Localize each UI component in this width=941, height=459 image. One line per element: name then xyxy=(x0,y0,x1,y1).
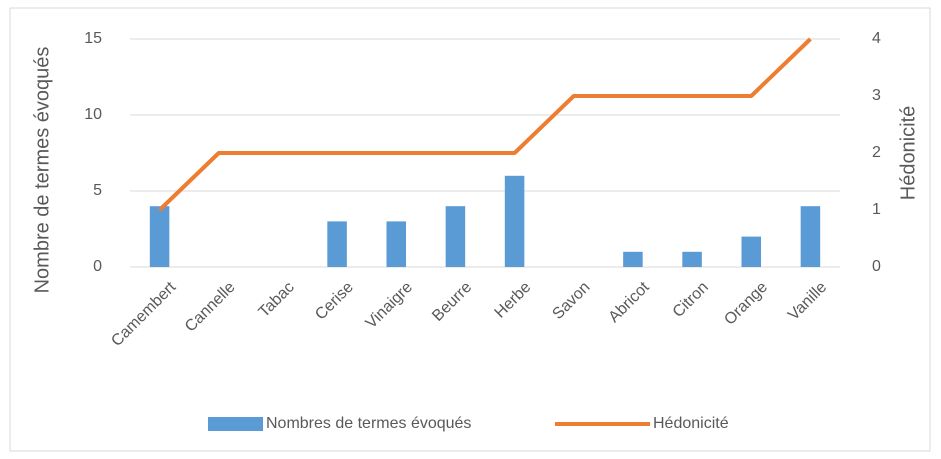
bar xyxy=(149,206,170,267)
bar xyxy=(504,175,525,267)
legend-label: Hédonicité xyxy=(653,415,729,432)
bar xyxy=(623,251,643,267)
chart-frame xyxy=(9,7,931,452)
y2-tick-label: 4 xyxy=(872,30,881,47)
bar xyxy=(327,221,347,267)
legend-swatch xyxy=(208,417,263,431)
y2-axis-label: Hédonicité xyxy=(897,106,919,201)
y2-tick-label: 2 xyxy=(872,144,881,161)
bar xyxy=(445,206,466,267)
y2-tick-label: 1 xyxy=(872,201,881,218)
bar xyxy=(682,251,702,267)
y-tick-label: 5 xyxy=(93,182,102,199)
y-tick-label: 15 xyxy=(84,30,102,47)
y-tick-label: 0 xyxy=(93,258,102,275)
y2-tick-label: 3 xyxy=(872,87,881,104)
line xyxy=(158,37,812,212)
bar xyxy=(800,206,821,267)
bar xyxy=(741,236,762,267)
y-tick-label: 10 xyxy=(84,106,102,123)
y2-tick-label: 0 xyxy=(872,258,881,275)
y-axis-label: Nombre de termes évoqués xyxy=(31,47,53,294)
bar xyxy=(386,221,407,267)
legend-label: Nombres de termes évoqués xyxy=(266,415,471,432)
